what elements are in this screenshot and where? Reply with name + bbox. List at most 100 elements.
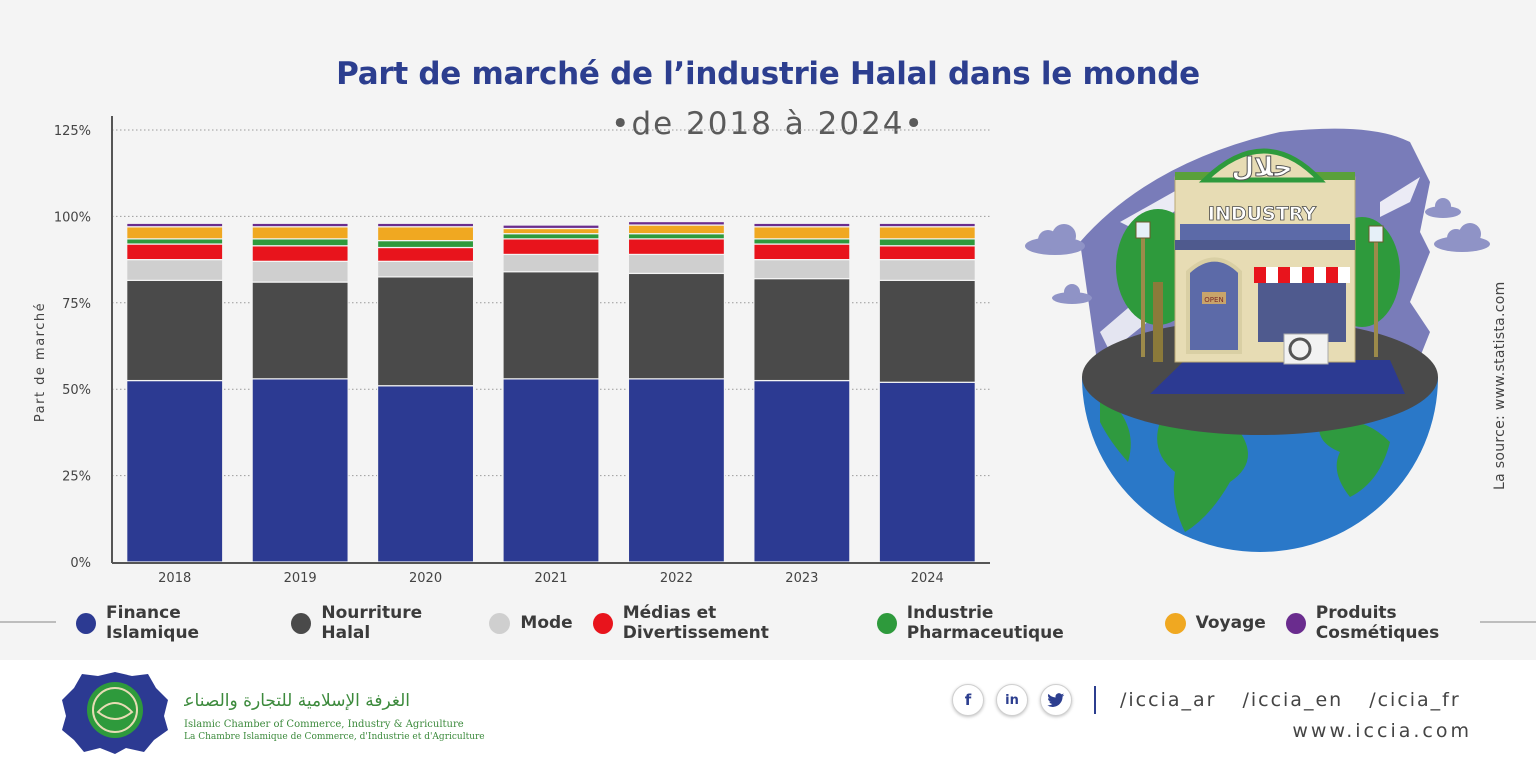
bar-segment <box>878 259 976 281</box>
y-tick-label: 125% <box>54 124 91 139</box>
bar-segment <box>376 239 475 249</box>
bar-segment <box>878 381 976 563</box>
bar-segment <box>126 226 224 240</box>
shop-window <box>1258 280 1346 342</box>
bar-segment <box>878 279 976 383</box>
continent <box>1319 419 1390 497</box>
legend-label: Industrie Pharmaceutique <box>906 603 1064 643</box>
bar-segment <box>376 226 475 242</box>
bar-segment <box>126 238 224 245</box>
iccia-emblem <box>62 672 168 754</box>
legend-label: Voyage <box>1195 613 1266 633</box>
shop-ledge <box>1175 240 1355 250</box>
linkedin-icon[interactable]: in <box>996 684 1028 716</box>
cloud-icon <box>1052 284 1092 304</box>
continent <box>1100 392 1131 462</box>
handle-arabic-link[interactable]: /iccia_ar <box>1120 689 1217 711</box>
shop-door <box>1186 257 1242 354</box>
legend-label: Mode <box>520 613 573 633</box>
twitter-icon[interactable] <box>1040 684 1072 716</box>
x-tick-label: 2022 <box>660 571 693 586</box>
x-tick-label: 2024 <box>911 571 944 586</box>
bar-segment <box>502 271 600 380</box>
lamp-head <box>1135 221 1151 239</box>
social-separator <box>1094 686 1096 714</box>
y-tick-label: 100% <box>54 210 91 225</box>
bar-segment <box>251 281 349 380</box>
bar-segment <box>376 260 475 278</box>
legend-label: Produits Cosmétiques <box>1315 603 1440 643</box>
handle-english-link[interactable]: /iccia_en <box>1242 689 1344 711</box>
bar-segment <box>502 253 600 273</box>
cloud-icon <box>1425 198 1461 218</box>
fan-icon <box>1288 337 1312 361</box>
bar-segment <box>376 276 475 387</box>
bar-segment <box>251 378 349 563</box>
industry-sign-text: INDUSTRY <box>1208 203 1316 225</box>
handle-french-link[interactable]: /cicia_fr <box>1369 689 1461 711</box>
y-tick-label: 0% <box>70 556 91 571</box>
legend-swatch <box>876 612 897 634</box>
legend-swatch <box>592 612 613 634</box>
legend-item: Nourriture Halal <box>291 603 469 643</box>
halal-industry-illustration: حلال INDUSTRY OPEN <box>1025 128 1490 552</box>
facebook-icon[interactable]: f <box>952 684 984 716</box>
street-lamp <box>1374 237 1378 357</box>
legend-item: Industrie Pharmaceutique <box>876 603 1145 643</box>
website-link[interactable]: www.iccia.com <box>1292 720 1472 742</box>
bar-segment <box>753 259 851 280</box>
bar-segment <box>627 272 726 380</box>
sky-streak <box>1380 177 1420 217</box>
open-sign-text: OPEN <box>1204 296 1223 304</box>
bar-segment <box>126 379 224 563</box>
bar-segment <box>502 378 600 563</box>
org-arabic-logo: الغرفة الإسلامية للتجارة والصناعة والزرا… <box>184 691 410 711</box>
bar-segment <box>376 222 475 228</box>
legend-item: Médias et Divertissement <box>592 603 857 643</box>
legend-label: Finance Islamique <box>106 603 200 643</box>
lamp-head <box>1368 225 1384 243</box>
bar-segment <box>251 245 349 262</box>
bar-segment <box>502 224 600 230</box>
awning <box>1254 267 1350 283</box>
y-tick-label: 25% <box>62 470 91 485</box>
bar-segment <box>126 222 224 228</box>
chart-subtitle: •de 2018 à 2024• <box>611 106 925 142</box>
bar-segment <box>753 226 851 240</box>
legend-item: Finance Islamique <box>76 603 271 643</box>
bar-segment <box>251 222 349 228</box>
open-sign <box>1202 292 1226 304</box>
bar-segment <box>502 238 600 256</box>
legend-swatch <box>489 612 511 634</box>
bar-segment <box>878 222 976 228</box>
x-tick-label: 2023 <box>785 571 818 586</box>
stacked-bar-chart: 0% 25% 50% 75% 100% 125% Part de marché 2018 201… <box>33 116 990 586</box>
legend-swatch <box>1164 612 1186 634</box>
bar-segment <box>753 238 851 245</box>
bar-segment <box>126 279 224 382</box>
social-links: f in /iccia_ar /iccia_en /cicia_fr <box>952 684 1461 716</box>
bar-segment <box>878 245 976 261</box>
legend-rule-right <box>1480 621 1536 623</box>
legend-label: Nourriture Halal <box>321 603 423 643</box>
solar-floor <box>1150 360 1405 394</box>
street-lamp <box>1141 232 1145 357</box>
x-tick-label: 2019 <box>284 571 317 586</box>
tree-trunk <box>1153 282 1163 362</box>
legend-swatch <box>76 612 96 634</box>
bar-segment <box>126 259 224 281</box>
chart-title: Part de marché de l’industrie Halal dans… <box>336 56 1200 92</box>
x-tick-label: 2018 <box>158 571 191 586</box>
bar-segment <box>753 379 851 563</box>
bar-segment <box>376 246 475 262</box>
twitter-bird-glyph <box>1047 692 1065 707</box>
bar-segment <box>753 222 851 228</box>
cloud-icon <box>1025 224 1085 255</box>
bar-segment <box>251 260 349 283</box>
legend-swatch <box>291 612 312 634</box>
bar-segment <box>627 253 726 275</box>
org-french-name: La Chambre Islamique de Commerce, d'Indu… <box>184 732 485 742</box>
arabic-sign-text: حلال <box>1231 153 1292 183</box>
bar-segment <box>753 243 851 261</box>
bar-segment <box>126 243 224 261</box>
